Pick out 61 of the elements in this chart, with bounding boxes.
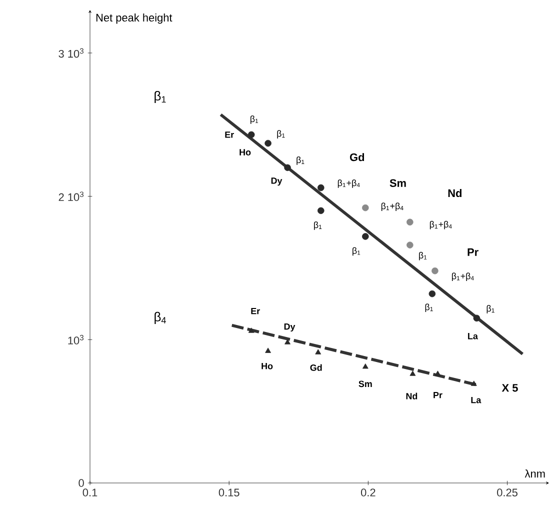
point	[248, 328, 254, 333]
x-tick-label: 0.2	[360, 488, 376, 496]
annotation: Gd	[310, 364, 322, 371]
annotation: β$_{1}$+β$_{4}$	[452, 272, 474, 282]
point	[473, 314, 480, 322]
annotation: β$_{1}$+β$_{4}$	[338, 180, 360, 188]
annotation: β$_{1}$	[296, 156, 304, 165]
annotation: Sm	[390, 179, 406, 187]
annotation: β$_{1}$	[486, 304, 494, 314]
annotation: Er	[251, 308, 260, 314]
point	[470, 380, 477, 386]
x-tick-label: 0.15	[218, 488, 240, 496]
annotation: Ho	[262, 362, 273, 370]
annotation: β$_{4}$	[154, 312, 166, 324]
annotation: β$_{1}$	[352, 247, 360, 256]
point	[406, 242, 414, 248]
annotation: Pr	[468, 248, 478, 256]
point	[284, 164, 291, 172]
x-tick-label: 0.1	[82, 488, 98, 496]
point	[410, 370, 416, 376]
point	[264, 140, 272, 147]
annotation: β$_{1}$	[425, 304, 433, 312]
y-tick-label: 2 10$^{3}$	[58, 192, 84, 202]
annotation: Dy	[271, 178, 282, 186]
annotation: β$_{1}$	[154, 90, 166, 104]
annotation: Nd	[406, 392, 418, 400]
y-tick-label: 3 10$^{3}$	[58, 48, 84, 58]
point	[428, 290, 436, 298]
point	[434, 370, 441, 376]
point	[362, 204, 369, 212]
point	[406, 218, 414, 226]
annotation: β$_{1}$+β$_{4}$	[430, 220, 452, 230]
point	[248, 131, 255, 138]
x-axis-title: λnm	[524, 470, 545, 478]
annotation: β$_{1}$	[277, 130, 285, 138]
point	[318, 184, 324, 192]
annotation: β$_{1}$	[250, 116, 258, 124]
annotation: β$_{1}$	[314, 221, 322, 230]
annotation: La	[468, 333, 478, 340]
annotation: Ho	[240, 149, 251, 156]
y-axis-title: Net peak height	[96, 14, 172, 24]
annotation: La	[471, 396, 482, 404]
annotation: Er	[225, 132, 234, 138]
annotation: Gd	[350, 153, 364, 162]
point	[265, 348, 272, 353]
annotation: X 5	[502, 384, 518, 392]
x-tick-label: 0.25	[497, 488, 518, 496]
annotation: β$_{1}$	[419, 252, 427, 260]
annotation: Sm	[358, 380, 372, 388]
annotation: β$_{1}$+β$_{4}$	[381, 202, 404, 211]
y-tick-label: 10$^{3}$	[68, 334, 84, 344]
point	[284, 339, 290, 344]
annotation: Pr	[434, 392, 442, 398]
point	[362, 233, 369, 240]
point	[362, 363, 368, 369]
point	[432, 267, 438, 274]
point	[315, 349, 322, 354]
y-tick-label: 0	[78, 479, 84, 487]
annotation: Nd	[448, 189, 462, 198]
point	[318, 207, 324, 214]
annotation: Dy	[284, 324, 296, 332]
